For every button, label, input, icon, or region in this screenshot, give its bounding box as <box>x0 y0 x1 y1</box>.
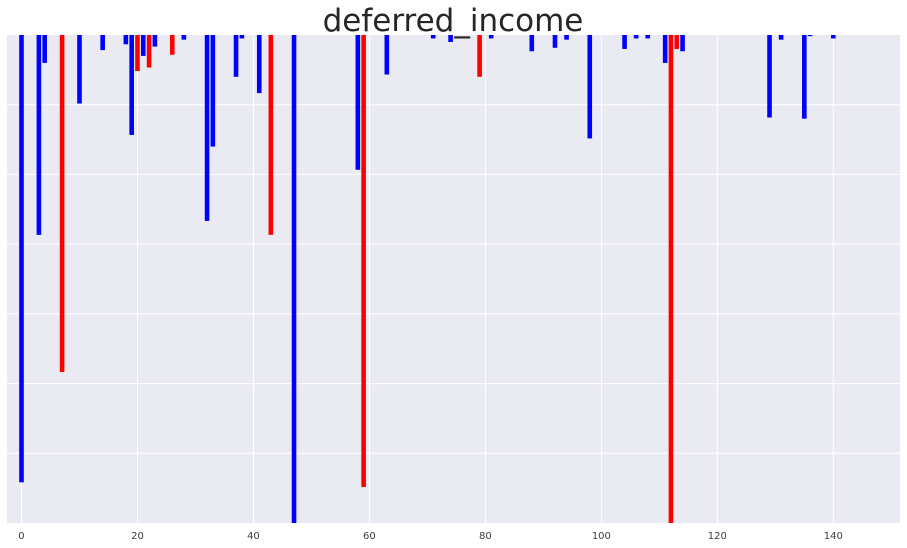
bar <box>19 35 24 483</box>
bar <box>668 35 674 523</box>
x-tick-label: 140 <box>824 531 843 542</box>
bar <box>210 35 216 147</box>
bar <box>448 35 453 42</box>
bar <box>587 35 593 139</box>
plot-background <box>7 35 900 523</box>
bar <box>488 35 494 39</box>
bar <box>135 35 140 72</box>
x-tick-labels: 0 20 40 60 80 100 120 140 <box>18 531 843 542</box>
bar <box>633 35 639 39</box>
x-tick-label: 100 <box>592 531 611 542</box>
bar <box>256 35 262 94</box>
bar <box>169 35 175 55</box>
x-tick-label: 80 <box>479 531 492 542</box>
bar <box>674 35 680 49</box>
bar <box>622 35 627 49</box>
bar <box>268 35 274 235</box>
bar <box>645 35 651 39</box>
bar <box>807 35 813 37</box>
bar <box>233 35 239 77</box>
bar <box>77 35 82 104</box>
bar <box>355 35 361 170</box>
bar <box>361 35 366 487</box>
bar <box>146 35 152 68</box>
chart-title: deferred_income <box>323 3 584 39</box>
bar <box>100 35 105 51</box>
bar <box>662 35 668 63</box>
bar <box>564 35 569 40</box>
bar <box>778 35 784 40</box>
bar <box>831 35 836 39</box>
bar <box>477 35 482 77</box>
bar <box>529 35 535 52</box>
bar <box>291 35 297 523</box>
bar <box>59 35 65 372</box>
bar <box>384 35 390 75</box>
bar <box>552 35 558 48</box>
bar <box>42 35 47 63</box>
bar <box>802 35 807 119</box>
bar <box>430 35 436 39</box>
bar <box>129 35 134 135</box>
bar <box>204 35 210 221</box>
bar <box>239 35 245 39</box>
x-tick-label: 20 <box>131 531 144 542</box>
bar <box>767 35 772 118</box>
bar <box>36 35 42 235</box>
x-tick-label: 60 <box>363 531 376 542</box>
bar <box>181 35 187 40</box>
bars <box>19 35 836 523</box>
bar <box>680 35 685 52</box>
x-tick-label: 40 <box>247 531 260 542</box>
bar <box>123 35 129 45</box>
bar <box>140 35 146 56</box>
bar <box>152 35 158 47</box>
x-tick-label: 0 <box>18 531 24 542</box>
x-tick-label: 120 <box>708 531 727 542</box>
grid <box>7 35 900 523</box>
